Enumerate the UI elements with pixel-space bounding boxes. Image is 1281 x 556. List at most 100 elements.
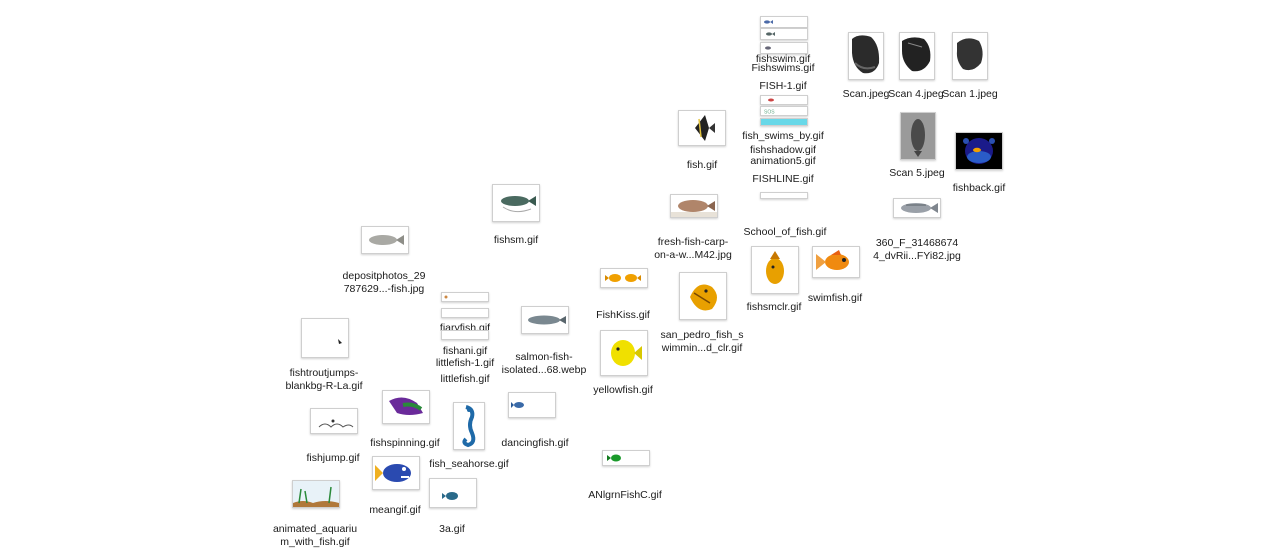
file-fish-seahorse[interactable]: fish_seahorse.gif: [426, 402, 512, 474]
file-fishline[interactable]: FISHLINE.gif: [740, 173, 830, 203]
file-label: fish_seahorse.gif: [429, 458, 509, 470]
file-label: salmon-fish- isolated...68.webp: [496, 351, 592, 376]
file-depositphotos[interactable]: depositphotos_29 787629...-fish.jpg: [336, 226, 432, 296]
file-label: dancingfish.gif: [501, 437, 569, 449]
file-label: fresh-fish-carp- on-a-w...M42.jpg: [646, 236, 740, 261]
file-scan[interactable]: Scan.jpeg: [838, 32, 894, 102]
file-label-line: blankbg-R-La.gif: [285, 379, 363, 392]
small-fish-icon: [760, 95, 808, 105]
file-scan-5[interactable]: Scan 5.jpeg: [884, 110, 950, 180]
file-label: School_of_fish.gif: [743, 226, 827, 238]
scanned-fish-icon: [848, 32, 884, 80]
file-salmon-fish[interactable]: salmon-fish- isolated...68.webp: [496, 306, 592, 378]
svg-text:SOS: SOS: [764, 110, 775, 116]
file-fishsmclr[interactable]: fishsmclr.gif: [740, 246, 808, 316]
small-fish-icon: [760, 16, 808, 28]
file-label: Scan 4.jpeg: [888, 88, 944, 100]
blank-thumbnail-icon: [760, 192, 808, 199]
file-fishswims[interactable]: Fishswims.gif: [740, 62, 830, 76]
dancing-fish-icon: [508, 392, 556, 418]
file-label: fishback.gif: [952, 182, 1006, 194]
file-label: Scan 1.jpeg: [942, 88, 998, 100]
file-fishspinning[interactable]: fishspinning.gif: [368, 388, 442, 450]
file-label: swimfish.gif: [807, 292, 863, 304]
small-fish-icon: [760, 28, 808, 40]
file-label-line: animated_aquariu: [272, 523, 358, 535]
file-school-of-fish[interactable]: School_of_fish.gif: [738, 226, 832, 240]
file-label: ANlgrnFishC.gif: [588, 489, 662, 501]
file-label: meangif.gif: [369, 504, 421, 516]
file-san-pedro-fish[interactable]: san_pedro_fish_s wimmin...d_clr.gif: [654, 272, 750, 356]
file-label: FishKiss.gif: [596, 309, 650, 321]
file-label: fishsmclr.gif: [746, 301, 802, 313]
aquarium-icon: [292, 480, 340, 508]
fish-shadow-icon: [760, 118, 808, 126]
file-label-line: san_pedro_fish_s: [660, 329, 744, 341]
file-fishtroutjumps[interactable]: fishtroutjumps- blankbg-R-La.gif: [276, 316, 372, 394]
orange-fish-icon: [751, 246, 799, 294]
file-fish-1[interactable]: FISH-1.gif SOS: [740, 80, 830, 116]
file-label-line: fishtroutjumps-: [289, 367, 359, 379]
file-swimfish[interactable]: swimfish.gif: [800, 246, 870, 306]
file-fishback[interactable]: fishback.gif: [946, 130, 1012, 196]
file-animation5[interactable]: animation5.gif: [740, 155, 830, 169]
scanned-fish-icon: [952, 32, 988, 80]
file-scan-4[interactable]: Scan 4.jpeg: [886, 32, 946, 102]
file-360-f[interactable]: 360_F_31468674 4_dvRii...FYi82.jpg: [868, 196, 966, 266]
file-label: fishsm.gif: [493, 234, 539, 246]
file-scan-1[interactable]: Scan 1.jpeg: [940, 32, 1000, 102]
file-littlefish-1[interactable]: littlefish-1.gif: [426, 357, 504, 371]
file-label: Scan 5.jpeg: [889, 167, 945, 179]
blank-thumbnail-icon: [441, 330, 489, 340]
jumping-fish-icon: [310, 408, 358, 434]
file-animated-aquarium[interactable]: animated_aquariu m_with_fish.gif: [266, 478, 364, 552]
file-dancingfish[interactable]: dancingfish.gif: [496, 392, 574, 450]
file-label: animated_aquariu m_with_fish.gif: [266, 523, 364, 548]
file-label: littlefish.gif: [440, 373, 490, 385]
silver-fish-icon: [361, 226, 409, 254]
file-fresh-fish-carp[interactable]: fresh-fish-carp- on-a-w...M42.jpg: [646, 192, 740, 266]
file-meangif[interactable]: meangif.gif: [360, 456, 430, 516]
spinning-fish-icon: [382, 390, 430, 424]
file-label: fish.gif: [686, 159, 718, 171]
file-label: littlefish-1.gif: [435, 357, 495, 369]
file-label: FISHLINE.gif: [752, 173, 814, 185]
file-label: fish_swims_by.gif: [742, 130, 824, 142]
file-label: FISH-1.gif: [759, 80, 807, 92]
file-fishkiss[interactable]: FishKiss.gif: [590, 268, 656, 326]
file-fishani[interactable]: fishani.gif: [426, 330, 504, 357]
file-fish[interactable]: fish.gif: [670, 108, 734, 174]
file-label-line: on-a-w...M42.jpg: [654, 248, 732, 261]
goldfish-icon: [812, 246, 860, 278]
file-label-line: 360_F_31468674: [875, 237, 959, 249]
file-label: fishjump.gif: [306, 452, 360, 464]
file-label: 360_F_31468674 4_dvRii...FYi82.jpg: [868, 237, 966, 262]
file-label: animation5.gif: [750, 155, 816, 167]
file-label-line: m_with_fish.gif: [280, 535, 350, 548]
file-label: fishspinning.gif: [370, 437, 440, 449]
file-label: fishtroutjumps- blankbg-R-La.gif: [276, 367, 372, 392]
file-fishshadow[interactable]: fishshadow.gif: [740, 144, 830, 158]
tiny-trout-icon: [301, 318, 349, 358]
fishbowl-icon: [955, 132, 1003, 170]
file-label: 3a.gif: [439, 523, 465, 535]
blank-thumbnail-icon: [441, 292, 489, 302]
salmon-icon: [521, 306, 569, 334]
file-label: fishswim.gif: [755, 53, 811, 65]
file-label-line: 787629...-fish.jpg: [343, 282, 425, 295]
file-label: san_pedro_fish_s wimmin...d_clr.gif: [654, 329, 750, 354]
file-yellowfish[interactable]: yellowfish.gif: [590, 328, 656, 398]
angelfish-icon: [678, 110, 726, 146]
file-label-line: salmon-fish-: [515, 351, 573, 363]
file-fishswim[interactable]: fishswim.gif: [740, 14, 830, 65]
file-fishjump[interactable]: fishjump.gif: [296, 408, 370, 466]
file-3a[interactable]: 3a.gif: [426, 476, 478, 536]
file-label: depositphotos_29 787629...-fish.jpg: [336, 270, 432, 295]
blank-thumbnail-icon: [441, 308, 489, 318]
file-anlgrnfishc[interactable]: ANlgrnFishC.gif: [582, 450, 668, 504]
file-label: Scan.jpeg: [842, 88, 890, 100]
file-littlefish[interactable]: littlefish.gif: [426, 373, 504, 387]
file-fishsm[interactable]: fishsm.gif: [484, 182, 548, 248]
file-fish-swims-by[interactable]: fish_swims_by.gif: [740, 118, 830, 142]
file-label: yellowfish.gif: [593, 384, 653, 396]
